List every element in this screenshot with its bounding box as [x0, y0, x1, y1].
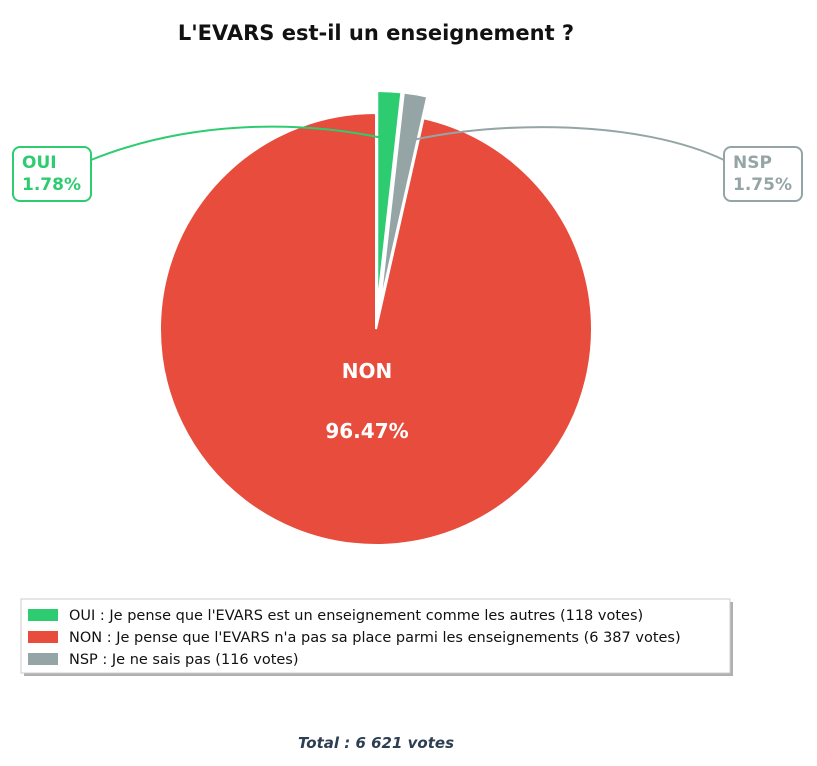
pie-slice-oui: [376, 90, 403, 308]
pie-slice-nsp: [378, 91, 429, 308]
callout-line-oui: [90, 125, 387, 161]
legend-swatch-oui: [28, 609, 58, 621]
legend-box: [20, 598, 731, 674]
chart-title: L'EVARS est-il un enseignement ?: [178, 21, 574, 45]
total-votes: Total : 6 621 votes: [298, 734, 454, 752]
callout-label-nsp: NSP: [733, 153, 772, 173]
legend-label-non: NON : Je pense que l'EVARS n'a pas sa pl…: [69, 630, 681, 646]
callout-percent-nsp: 1.75%: [733, 175, 792, 195]
legend-label-oui: OUI : Je pense que l'EVARS est un enseig…: [69, 608, 643, 624]
legend-swatch-nsp: [28, 653, 58, 665]
pie-slice-non: [159, 111, 593, 546]
legend-swatch-non: [28, 631, 58, 643]
callout-box-oui: [12, 146, 92, 202]
pie-slices: [159, 90, 593, 546]
callout-percent-oui: 1.78%: [22, 175, 81, 195]
callout-box-nsp: [723, 146, 803, 202]
callout-line-nsp: [407, 126, 725, 161]
callout-label-oui: OUI: [22, 153, 57, 173]
legend-label-nsp: NSP : Je ne sais pas (116 votes): [69, 652, 299, 668]
legend: OUI : Je pense que l'EVARS est un enseig…: [20, 598, 733, 676]
slice-percent-non: 96.47%: [325, 419, 408, 443]
slice-label-non: NON: [342, 359, 392, 383]
